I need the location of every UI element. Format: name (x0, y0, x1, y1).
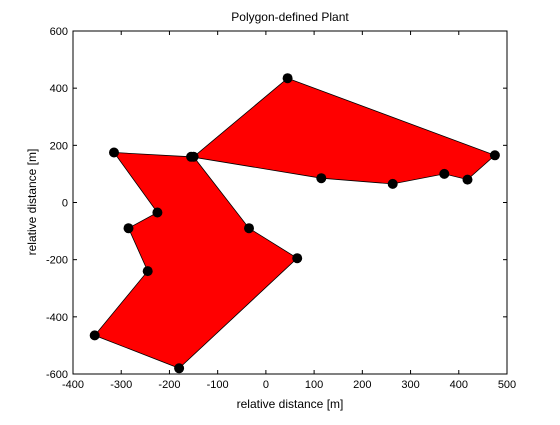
vertex-point (152, 207, 163, 218)
y-tick-label: 400 (50, 83, 68, 95)
x-tick-label: -300 (110, 379, 132, 391)
vertex-point (174, 363, 185, 374)
vertex-point (123, 223, 134, 234)
x-tick-label: 400 (450, 379, 468, 391)
y-tick-label: 600 (50, 26, 68, 38)
y-tick-label: 0 (62, 198, 68, 210)
y-tick-label: -200 (46, 255, 68, 267)
x-axis-label: relative distance [m] (237, 397, 344, 411)
x-tick-label: 200 (353, 379, 371, 391)
vertex-point (462, 174, 473, 185)
x-tick-label: 300 (401, 379, 419, 391)
vertex-point (387, 178, 398, 189)
vertex-point (439, 168, 450, 179)
x-tick-label: -400 (62, 379, 84, 391)
vertex-point (89, 330, 100, 341)
x-tick-label: 0 (263, 379, 269, 391)
vertex-point (109, 147, 119, 158)
x-tick-label: 100 (305, 379, 323, 391)
vertex-point (244, 223, 254, 234)
chart-title: Polygon-defined Plant (231, 10, 349, 24)
vertex-point (188, 151, 199, 162)
vertex-point (282, 73, 293, 84)
y-tick-label: 200 (50, 140, 68, 152)
vertex-point (489, 150, 500, 161)
y-axis-label: relative distance [m] (25, 149, 39, 256)
x-tick-label: -200 (158, 379, 180, 391)
vertex-point (316, 173, 327, 184)
vertex-point (142, 266, 153, 277)
y-tick-label: -400 (46, 312, 68, 324)
y-tick-label: -600 (46, 369, 68, 381)
x-tick-label: 500 (498, 379, 516, 391)
vertex-point (292, 253, 303, 264)
x-tick-label: -100 (207, 379, 229, 391)
